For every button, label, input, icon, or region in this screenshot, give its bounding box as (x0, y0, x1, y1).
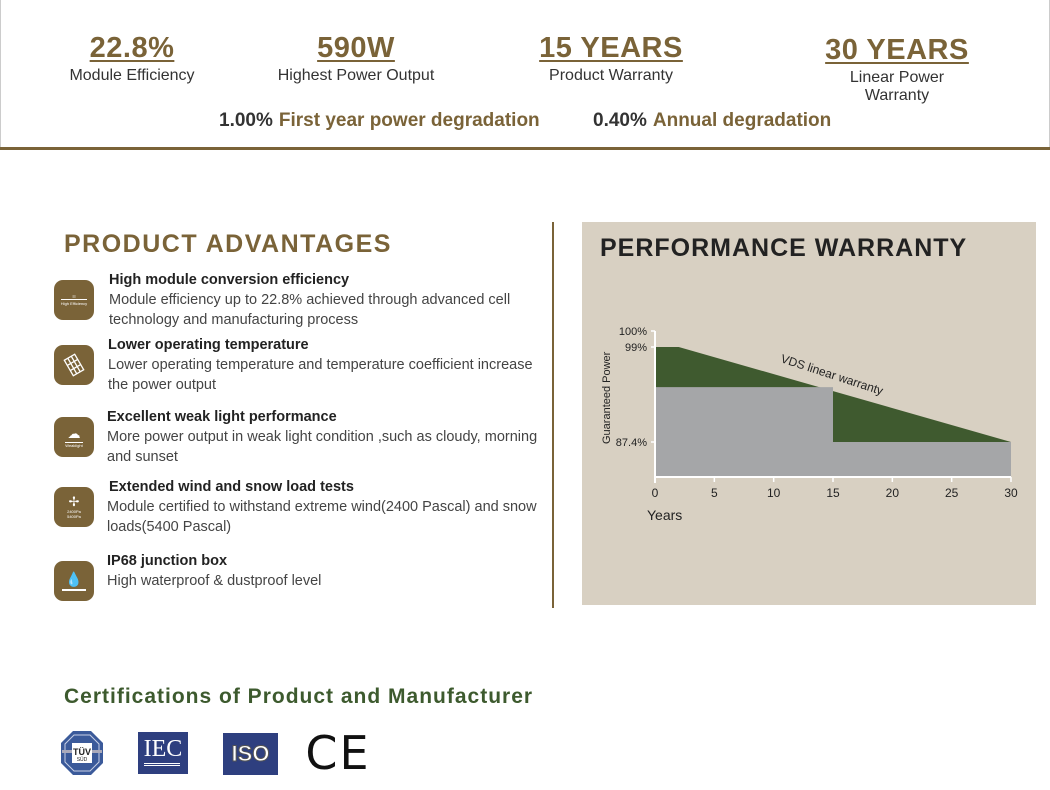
svg-text:TÜV: TÜV (73, 747, 91, 757)
y-tick-label: 87.4% (616, 437, 647, 449)
stat-label: Module Efficiency (69, 67, 195, 84)
stat-value: 30 YEARS (825, 34, 969, 66)
y-tick-label: 100% (619, 326, 647, 338)
advantage-desc: Module certified to withstand extreme wi… (107, 499, 537, 535)
stat-value: 15 YEARS (539, 32, 683, 64)
advantage-heading: IP68 junction box (107, 553, 228, 569)
performance-warranty-panel: PERFORMANCE WARRANTY 100% 99% 87.4% 0 5 10 15 2… (582, 222, 1036, 605)
warranty-chart: 100% 99% 87.4% 0 5 10 15 20 25 30 Years Guaranteed … (601, 326, 1018, 523)
advantage-desc: Module efficiency up to 22.8% achieved t… (109, 292, 511, 328)
advantage-desc: High waterproof & dustproof level (107, 573, 322, 589)
tuv-sud-logo: TÜV SÜD (60, 730, 104, 776)
weak-light-icon: ☁ Weaklight (54, 417, 94, 457)
high-efficiency-icon: ☷ High Efficiency (54, 280, 94, 320)
section-divider (552, 222, 554, 608)
stat-product-warranty: 15 YEARS Product Warranty (539, 32, 683, 85)
stat-value: 22.8% (89, 32, 175, 64)
stat-value: 590W (317, 32, 395, 64)
stat-linear-warranty: 30 YEARS Linear Power Warranty (821, 34, 974, 105)
advantage-heading: High module conversion efficiency (109, 272, 350, 288)
x-tick-label: 5 (711, 486, 718, 500)
degradation-value: 1.00% (219, 110, 273, 131)
svg-text:SÜD: SÜD (77, 756, 88, 763)
first-year-degradation: 1.00% First year power degradation (219, 110, 540, 132)
advantage-heading: Excellent weak light performance (107, 409, 337, 425)
degradation-label: First year power degradation (278, 110, 540, 131)
y-tick-label: 99% (625, 342, 647, 354)
x-tick-label: 20 (886, 486, 900, 500)
stat-label: Product Warranty (549, 67, 673, 84)
x-tick-label: 30 (1004, 486, 1018, 500)
certifications-title: Certifications of Product and Manufactur… (64, 685, 534, 708)
x-tick-label: 15 (826, 486, 840, 500)
solar-panel-icon (54, 345, 94, 385)
header-divider (0, 147, 1050, 150)
x-tick-label: 0 (652, 486, 659, 500)
stat-label: Highest Power Output (277, 67, 435, 84)
degradation-value: 0.40% (593, 110, 647, 131)
x-axis-label: Years (647, 507, 682, 523)
advantages-title: PRODUCT ADVANTAGES (64, 230, 392, 258)
advantage-heading: Extended wind and snow load tests (109, 479, 354, 495)
waterproof-icon: 💧 (54, 561, 94, 601)
degradation-label: Annual degradation (652, 110, 832, 131)
x-tick-label: 10 (767, 486, 781, 500)
stat-power: 590W Highest Power Output (278, 32, 435, 85)
x-tick-label: 25 (945, 486, 959, 500)
iec-logo: IEC (138, 732, 188, 774)
advantage-desc: More power output in weak light conditio… (107, 429, 538, 465)
step-warranty-area (655, 387, 1011, 477)
advantage-heading: Lower operating temperature (108, 337, 309, 353)
stat-efficiency: 22.8% Module Efficiency (69, 32, 194, 85)
annual-degradation: 0.40% Annual degradation (593, 110, 831, 132)
panel-title: PERFORMANCE WARRANTY (600, 234, 968, 262)
y-axis-label: Guaranteed Power (601, 351, 613, 444)
wind-snow-icon: ✢ 2400Pa 5400Pa (54, 487, 94, 527)
stat-label: Linear Power Warranty (849, 69, 945, 104)
advantage-desc: Lower operating temperature and temperat… (108, 357, 533, 393)
ce-mark-logo: CE (305, 726, 371, 780)
iso-logo: ISO (223, 733, 278, 775)
